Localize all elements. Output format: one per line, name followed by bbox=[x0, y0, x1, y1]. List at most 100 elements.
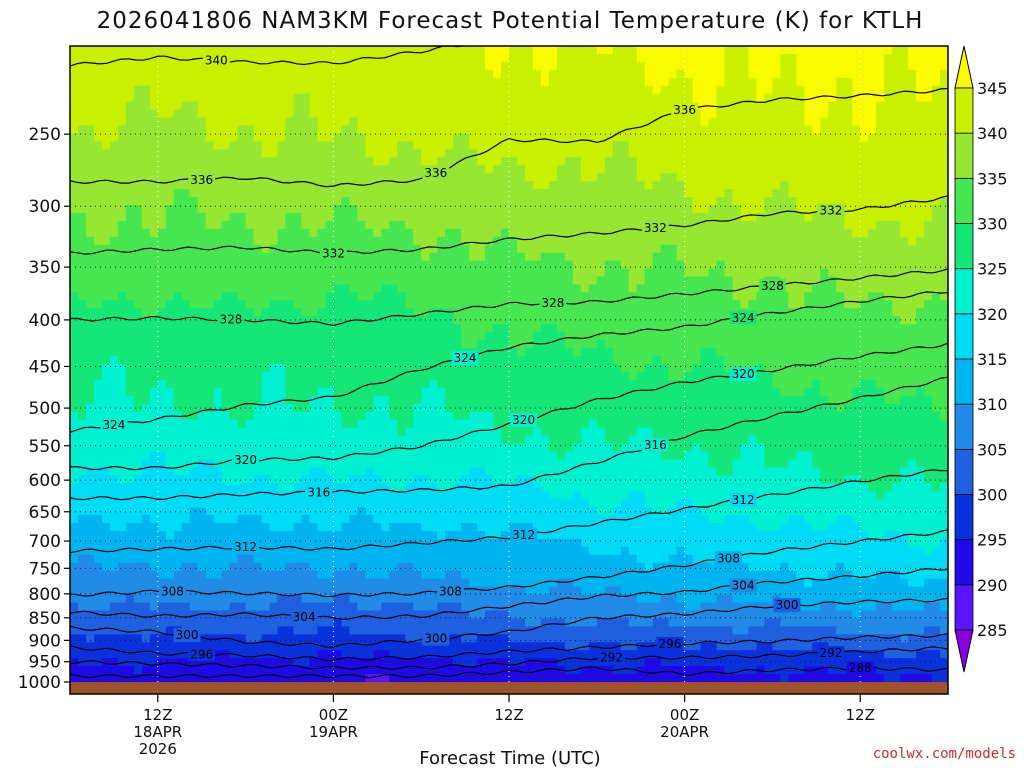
contour-label-304: 304 bbox=[293, 610, 316, 624]
colorbar-tick-label-345: 345 bbox=[977, 79, 1008, 98]
contour-label-bg bbox=[232, 453, 260, 468]
contour-label-bg bbox=[100, 418, 128, 433]
colorbar-min-arrow bbox=[954, 629, 974, 673]
colorbar-tick-label-305: 305 bbox=[977, 440, 1008, 459]
contour-label-bg bbox=[641, 437, 669, 452]
colorbar-segment bbox=[954, 584, 974, 631]
contour-line-304 bbox=[70, 567, 948, 620]
contour-label-bg bbox=[671, 102, 699, 117]
time-tick-label: 00Z bbox=[319, 706, 348, 724]
pressure-tick-label-300: 300 bbox=[29, 197, 61, 217]
ground-surface-bar bbox=[70, 682, 948, 694]
contour-label-bg bbox=[422, 166, 450, 181]
contour-label-320: 320 bbox=[732, 367, 755, 381]
contour-label-316: 316 bbox=[644, 438, 667, 452]
contour-label-332: 332 bbox=[644, 221, 667, 235]
time-tick-label: 19APR bbox=[309, 723, 358, 741]
contour-label-bg bbox=[729, 367, 757, 382]
contour-line-296 bbox=[70, 633, 948, 662]
pressure-tick-label-350: 350 bbox=[29, 258, 61, 278]
time-tick-label: 12Z bbox=[846, 706, 875, 724]
contour-line-336 bbox=[70, 87, 948, 188]
contour-label-bg bbox=[656, 636, 684, 651]
contour-label-bg bbox=[817, 646, 845, 661]
contour-label-bg bbox=[202, 53, 230, 68]
colorbar-segment bbox=[954, 313, 974, 360]
contour-label-bg bbox=[773, 598, 801, 613]
time-tick-label: 2026 bbox=[139, 740, 177, 758]
colorbar-segment bbox=[954, 494, 974, 541]
contour-label-340: 340 bbox=[205, 54, 228, 68]
colorbar: 285 290 295 300 305 310 315 320 325 330 335 340 345 bbox=[954, 45, 1008, 673]
contour-label-300: 300 bbox=[176, 628, 199, 642]
contour-label-bg bbox=[729, 492, 757, 507]
x-axis-label: Forecast Time (UTC) bbox=[419, 748, 600, 768]
colorbar-segment bbox=[954, 177, 974, 224]
contour-label-bg bbox=[729, 578, 757, 593]
pressure-tick-label-500: 500 bbox=[29, 399, 61, 419]
contour-label-292: 292 bbox=[600, 651, 623, 665]
colorbar-tick-label-340: 340 bbox=[977, 124, 1008, 143]
contour-label-320: 320 bbox=[512, 413, 535, 427]
contour-label-292: 292 bbox=[819, 646, 842, 660]
pressure-tick-label-250: 250 bbox=[29, 125, 61, 145]
contour-label-324: 324 bbox=[454, 351, 477, 365]
time-tick-label: 00Z bbox=[670, 706, 699, 724]
time-tick-label: 12Z bbox=[143, 706, 172, 724]
contour-label-300: 300 bbox=[776, 598, 799, 612]
contour-label-332: 332 bbox=[322, 246, 345, 260]
contour-label-bg bbox=[319, 246, 347, 261]
contour-label-bg bbox=[305, 485, 333, 500]
contour-line-320 bbox=[70, 342, 948, 471]
time-tick-label: 18APR bbox=[133, 723, 182, 741]
contour-line-332 bbox=[70, 195, 948, 255]
contour-label-bg bbox=[173, 628, 201, 643]
colorbar-segment bbox=[954, 223, 974, 270]
contour-label-328: 328 bbox=[761, 279, 784, 293]
contour-label-300: 300 bbox=[424, 632, 447, 646]
credit-text: coolwx.com/models bbox=[873, 746, 1016, 762]
pressure-tick-label-650: 650 bbox=[29, 503, 61, 523]
contour-label-bg bbox=[217, 312, 245, 327]
colorbar-segment bbox=[954, 403, 974, 450]
colorbar-tick-label-315: 315 bbox=[977, 350, 1008, 369]
contour-label-336: 336 bbox=[190, 173, 213, 187]
contour-label-312: 312 bbox=[512, 528, 535, 542]
contour-label-bg bbox=[597, 650, 625, 665]
contour-label-324: 324 bbox=[102, 418, 125, 432]
colorbar-segment bbox=[954, 539, 974, 586]
pressure-tick-label-800: 800 bbox=[29, 585, 61, 605]
contour-line-292 bbox=[70, 646, 948, 670]
contour-label-bg bbox=[188, 647, 216, 662]
time-tick-label: 12Z bbox=[494, 706, 523, 724]
contour-label-296: 296 bbox=[190, 647, 213, 661]
contour-line-308 bbox=[70, 529, 948, 598]
contour-label-336: 336 bbox=[424, 166, 447, 180]
colorbar-tick-label-330: 330 bbox=[977, 215, 1008, 234]
contour-label-296: 296 bbox=[659, 637, 682, 651]
contour-line-288 bbox=[70, 665, 948, 679]
contour-label-bg bbox=[422, 631, 450, 646]
contour-label-308: 308 bbox=[161, 585, 184, 599]
contour-label-316: 316 bbox=[307, 485, 330, 499]
time-tick-label: 20APR bbox=[660, 723, 709, 741]
contour-line-324 bbox=[70, 291, 948, 433]
contour-label-bg bbox=[539, 295, 567, 310]
pressure-tick-label-450: 450 bbox=[29, 357, 61, 377]
pressure-tick-label-400: 400 bbox=[29, 311, 61, 331]
colorbar-tick-label-285: 285 bbox=[977, 621, 1008, 640]
contour-label-bg bbox=[729, 310, 757, 325]
colorbar-tick-label-290: 290 bbox=[977, 576, 1008, 595]
contour-label-328: 328 bbox=[220, 313, 243, 327]
colorbar-tick-label-320: 320 bbox=[977, 305, 1008, 324]
pressure-tick-label-1000: 1000 bbox=[18, 673, 61, 693]
contour-label-332: 332 bbox=[819, 204, 842, 218]
contour-label-bg bbox=[232, 540, 260, 555]
contour-label-336: 336 bbox=[673, 103, 696, 117]
colorbar-tick-label-300: 300 bbox=[977, 486, 1008, 505]
contour-label-308: 308 bbox=[439, 584, 462, 598]
colorbar-segment bbox=[954, 358, 974, 405]
